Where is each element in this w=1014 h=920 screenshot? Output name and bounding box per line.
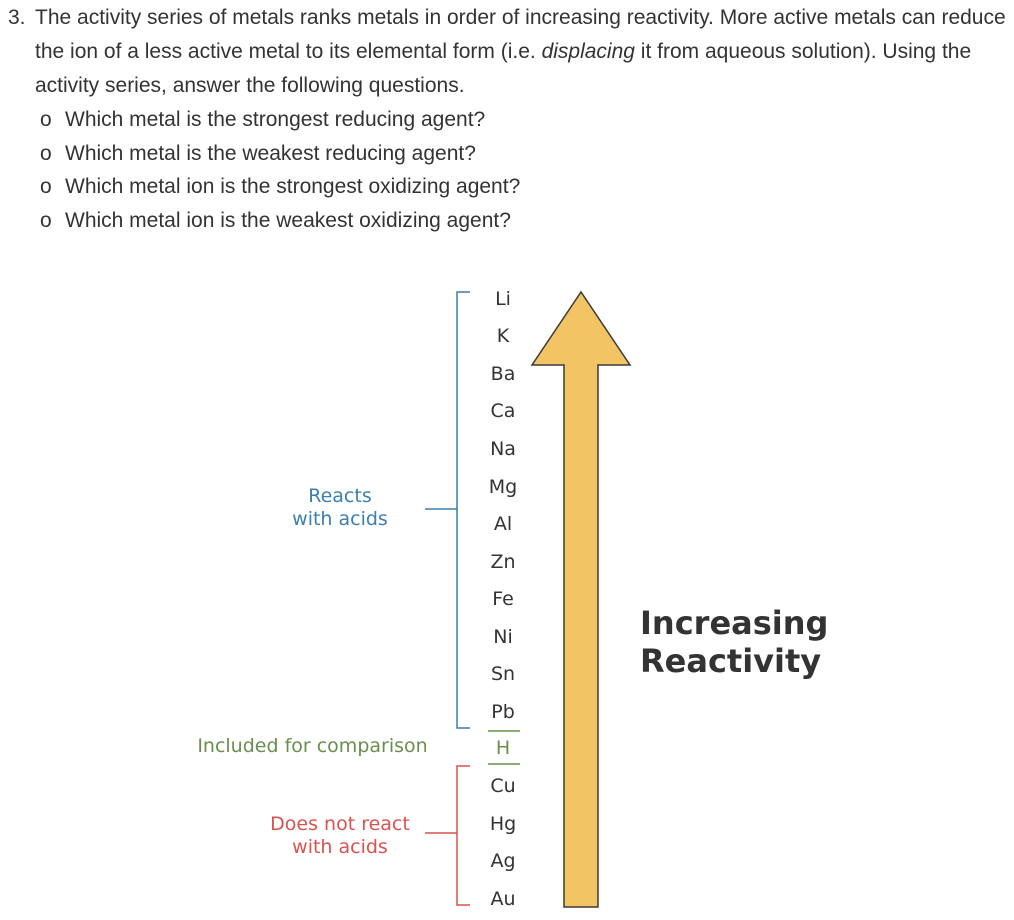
reacts-label-line1: Reacts: [308, 485, 372, 507]
question-text: Which metal ion is the strongest oxidizi…: [65, 175, 521, 198]
metal-hg: Hg: [489, 813, 517, 835]
reacts-bracket: [425, 291, 470, 729]
intro-text-start: The activity series of metals ranks meta…: [35, 6, 1006, 63]
question-number: 3.: [8, 6, 26, 29]
bullet-icon: o: [40, 175, 52, 198]
arrow-label-line1: Increasing: [640, 604, 829, 642]
metal-k: K: [496, 325, 510, 347]
metal-sn: Sn: [490, 663, 516, 685]
question-item: o Which metal is the strongest reducing a…: [40, 103, 520, 137]
question-list: o Which metal is the strongest reducing a…: [40, 103, 520, 237]
reacts-label-line2: with acids: [292, 508, 388, 530]
question-text: Which metal is the strongest reducing ag…: [65, 108, 486, 131]
bullet-icon: o: [40, 141, 52, 165]
intro-emphasis: displacing: [541, 40, 635, 63]
arrow-label-line2: Reactivity: [640, 642, 822, 680]
question-item: o Which metal ion is the strongest oxidiz…: [40, 170, 520, 204]
question-intro: 3. The activity series of metals ranks m…: [8, 1, 1010, 103]
metal-mg: Mg: [488, 476, 518, 498]
noreact-bracket: [425, 765, 470, 906]
does-not-react-label: Does not react with acids: [255, 813, 425, 859]
question-item: o Which metal is the weakest reducing age…: [40, 137, 520, 171]
metal-pb: Pb: [491, 701, 515, 723]
bullet-icon: o: [40, 108, 52, 131]
metal-ca: Ca: [490, 400, 516, 422]
metal-ni: Ni: [493, 626, 513, 648]
increasing-reactivity-label: Increasing Reactivity: [640, 604, 828, 680]
figure-graphics: [425, 290, 632, 908]
metal-ba: Ba: [490, 363, 516, 385]
metal-fe: Fe: [492, 588, 514, 610]
metal-h: H: [495, 737, 511, 759]
question-text: Which metal ion is the weakest oxidizing…: [65, 208, 511, 232]
question-item: o Which metal ion is the weakest oxidizin…: [40, 204, 520, 238]
metal-al: Al: [493, 513, 513, 535]
metal-au: Au: [490, 888, 516, 910]
noreact-label-line1: Does not react: [270, 813, 410, 835]
bullet-icon: o: [40, 208, 52, 232]
reacts-with-acids-label: Reacts with acids: [270, 485, 410, 531]
intro-text-end: it from aqueous solution). Using the act…: [35, 40, 972, 97]
metal-li: Li: [495, 288, 511, 310]
metal-zn: Zn: [490, 551, 516, 573]
metal-cu: Cu: [490, 775, 516, 797]
question-text: Which metal is the weakest reducing agen…: [65, 141, 476, 165]
comparison-label: Included for comparison: [197, 735, 428, 757]
reactivity-arrow: [530, 290, 632, 908]
metal-na: Na: [490, 438, 516, 460]
metal-ag: Ag: [490, 850, 516, 872]
comparison-lines: [488, 730, 520, 765]
noreact-label-line2: with acids: [292, 836, 388, 858]
activity-series-figure: Li K Ba Ca Na Mg Al Zn Fe Ni Sn Pb H Cu …: [0, 270, 1014, 920]
